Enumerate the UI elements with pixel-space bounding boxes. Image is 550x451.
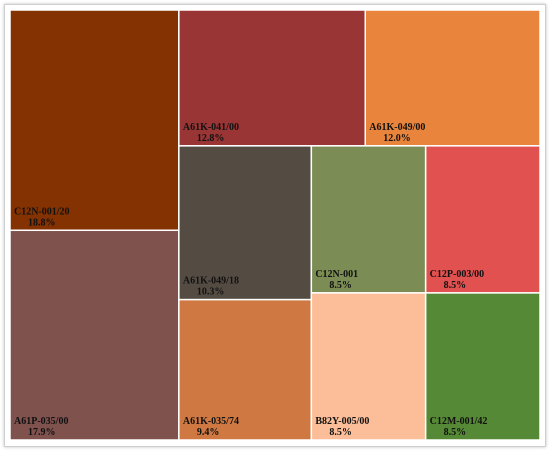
- treemap-label: A61K-041/00: [183, 122, 239, 133]
- treemap-value-label: 12.0%: [383, 133, 411, 144]
- treemap-rect: [424, 292, 541, 441]
- treemap-rect: [310, 292, 427, 441]
- treemap-rect: [9, 9, 180, 232]
- treemap-label: C12N-001: [315, 269, 358, 280]
- treemap-label: C12P-003/00: [430, 269, 484, 280]
- treemap-label: B82Y-005/00: [315, 416, 369, 427]
- treemap-rect: [9, 229, 180, 441]
- treemap-rect: [178, 9, 366, 147]
- treemap-tile-a61k-035-74: A61K-035/749.4%: [178, 298, 313, 441]
- treemap-value-label: 8.5%: [329, 427, 352, 438]
- treemap-rect: [178, 298, 313, 441]
- treemap-tile-c12p-003-00: C12P-003/008.5%: [424, 145, 541, 294]
- treemap-value-label: 10.3%: [197, 287, 225, 298]
- treemap-value-label: 12.8%: [197, 133, 225, 144]
- treemap-value-label: 18.8%: [28, 217, 56, 228]
- treemap-label: C12N-001/20: [14, 206, 70, 217]
- treemap-value-label: 9.4%: [197, 427, 220, 438]
- treemap-label: A61K-049/18: [183, 276, 239, 287]
- treemap-label: A61K-049/00: [369, 122, 425, 133]
- treemap-value-label: 8.5%: [444, 427, 467, 438]
- treemap-label: A61K-035/74: [183, 416, 239, 427]
- treemap-label: A61P-035/00: [14, 416, 68, 427]
- treemap-rect: [178, 145, 313, 301]
- treemap-tile-b82y-005-00: B82Y-005/008.5%: [310, 292, 427, 441]
- treemap-label: C12M-001/42: [430, 416, 488, 427]
- treemap-tile-c12m-001-42: C12M-001/428.5%: [424, 292, 541, 441]
- treemap-value-label: 8.5%: [444, 280, 467, 291]
- treemap-value-label: 17.9%: [28, 427, 56, 438]
- treemap-value-label: 8.5%: [329, 280, 352, 291]
- treemap-rect: [364, 9, 541, 147]
- treemap-rect: [310, 145, 427, 294]
